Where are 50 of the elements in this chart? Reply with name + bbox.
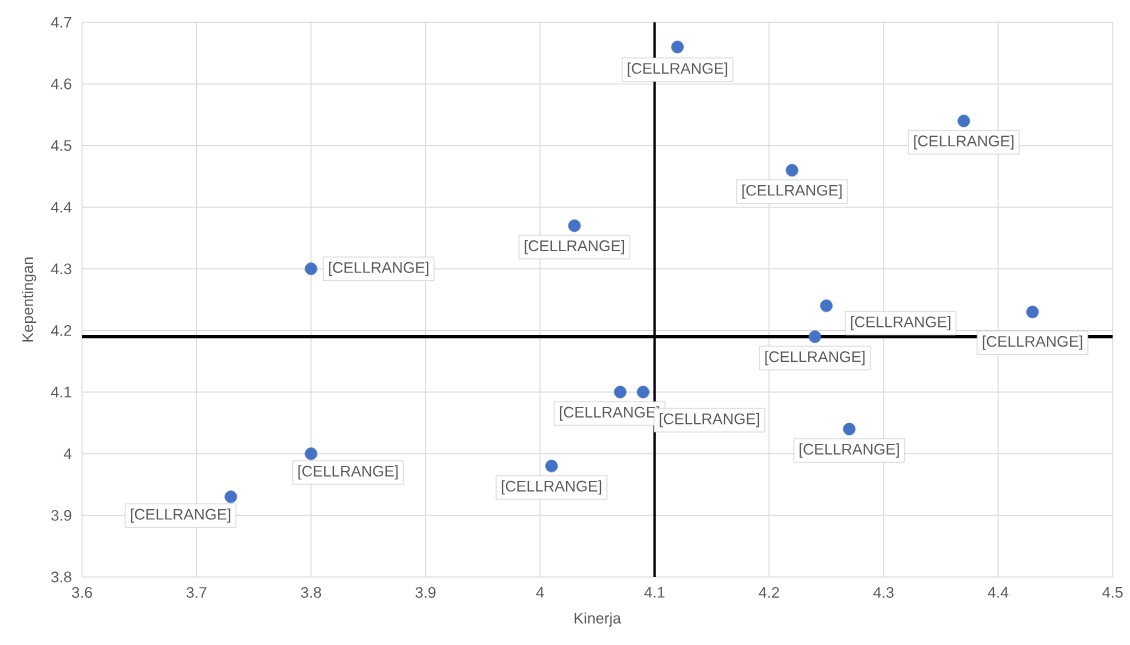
y-tick-label: 4.3 [51, 263, 72, 275]
y-tick-label: 4.7 [51, 17, 72, 28]
y-tick-label: 4.5 [51, 140, 72, 151]
point [545, 459, 558, 473]
data-label: [CELLRANGE] [742, 184, 842, 199]
data-label: [CELLRANGE] [765, 350, 865, 366]
x-tick-label: 4.3 [873, 587, 894, 598]
point [304, 447, 318, 460]
x-tick-label: 3.8 [300, 587, 322, 598]
y-tick-label: 4.2 [51, 325, 72, 336]
y-tick-label: 3.9 [51, 509, 72, 521]
point [843, 422, 856, 436]
point [613, 385, 627, 399]
point [568, 219, 581, 232]
y-tick-label: 4.6 [51, 78, 72, 90]
data-label: [CELLRANGE] [501, 480, 602, 495]
data-label: [CELLRANGE] [329, 261, 429, 276]
data-label: [CELLRANGE] [524, 239, 625, 255]
point [1026, 305, 1039, 319]
x-tick-label: 4.1 [644, 587, 665, 598]
x-tick-label: 3.9 [415, 587, 436, 598]
x-tick-label: 4.4 [987, 587, 1009, 598]
point [820, 299, 833, 313]
point [957, 114, 971, 128]
data-label: [CELLRANGE] [851, 316, 951, 331]
x-tick-label: 4.5 [1102, 587, 1123, 598]
x-tick-label: 3.6 [71, 587, 92, 598]
y-tick-label: 4.1 [51, 386, 72, 398]
data-label: [CELLRANGE] [298, 465, 398, 480]
x-axis-title: Kinerja [574, 612, 622, 627]
data-label: [CELLRANGE] [627, 62, 728, 77]
data-label: [CELLRANGE] [982, 335, 1083, 350]
point [636, 385, 650, 399]
y-tick-label: 3.8 [51, 571, 72, 583]
point [304, 262, 318, 276]
y-axis-title: Kepentingan [21, 257, 37, 342]
y-tick-label: 4 [63, 448, 72, 459]
y-tick-label: 4.4 [51, 201, 72, 213]
point [808, 330, 822, 343]
data-label: [CELLRANGE] [659, 413, 760, 428]
point [224, 490, 238, 504]
data-label: [CELLRANGE] [914, 135, 1014, 150]
data-label: [CELLRANGE] [130, 508, 231, 523]
x-tick-label: 3.7 [186, 587, 207, 598]
x-tick-label: 4 [536, 587, 544, 598]
point [785, 163, 799, 177]
data-label: [CELLRANGE] [799, 443, 899, 458]
point [671, 40, 684, 54]
data-label: [CELLRANGE] [559, 406, 660, 421]
x-tick-label: 4.2 [758, 587, 779, 598]
